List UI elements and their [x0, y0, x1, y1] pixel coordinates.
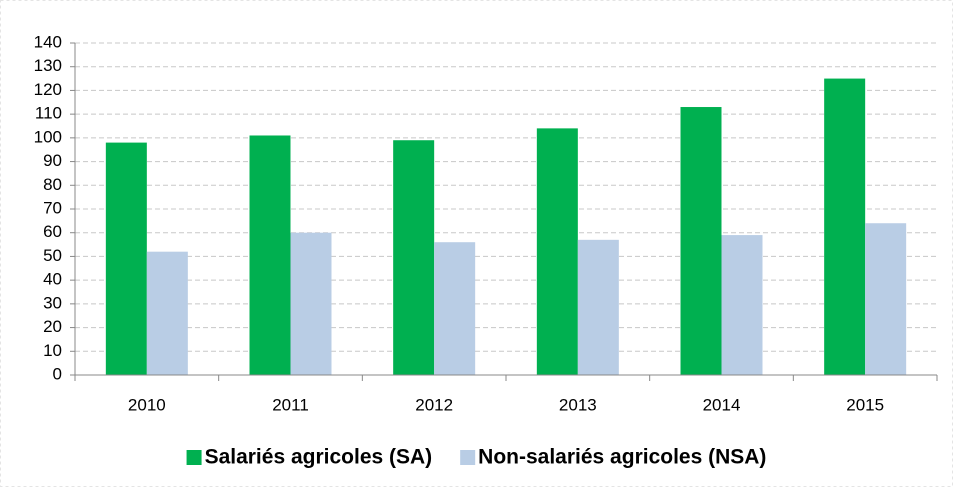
y-tick-label: 10: [43, 341, 62, 360]
legend-swatch: [460, 450, 476, 465]
bar: [393, 140, 435, 375]
y-tick-label: 80: [43, 175, 62, 194]
legend: Salariés agricoles (SA) Non-salariés agri…: [186, 446, 766, 469]
x-tick-label: 2012: [415, 395, 453, 414]
y-tick-label: 120: [34, 80, 62, 99]
bar: [249, 135, 291, 375]
bar: [536, 128, 578, 375]
legend-label: Non-salariés agricoles (NSA): [478, 446, 766, 469]
bar: [577, 239, 619, 375]
y-tick-label: 140: [34, 32, 62, 51]
y-tick-label: 100: [34, 127, 62, 146]
x-tick-label: 2010: [128, 395, 166, 414]
y-tick-label: 130: [34, 56, 62, 75]
y-tick-label: 20: [43, 317, 62, 336]
bar: [721, 235, 763, 375]
bar: [680, 107, 722, 376]
y-tick-label: 40: [43, 270, 62, 289]
y-tick-label: 0: [53, 364, 62, 383]
y-tick-label: 90: [43, 151, 62, 170]
y-tick-label: 110: [35, 104, 62, 123]
x-tick-label: 2014: [703, 395, 741, 414]
bar: [290, 232, 332, 375]
y-tick-label: 30: [43, 293, 62, 312]
bar: [105, 142, 147, 375]
x-tick-label: 2013: [559, 395, 597, 414]
bar: [865, 223, 907, 375]
x-tick-label: 2011: [272, 395, 309, 414]
bar: [434, 242, 476, 375]
legend-swatch: [186, 450, 202, 465]
x-tick-label: 2015: [846, 395, 884, 414]
legend-label: Salariés agricoles (SA): [205, 446, 433, 469]
y-tick-label: 50: [43, 246, 62, 265]
bar: [146, 251, 188, 375]
bar: [824, 78, 866, 376]
y-tick-label: 70: [43, 198, 62, 217]
y-tick-label: 60: [43, 222, 62, 241]
